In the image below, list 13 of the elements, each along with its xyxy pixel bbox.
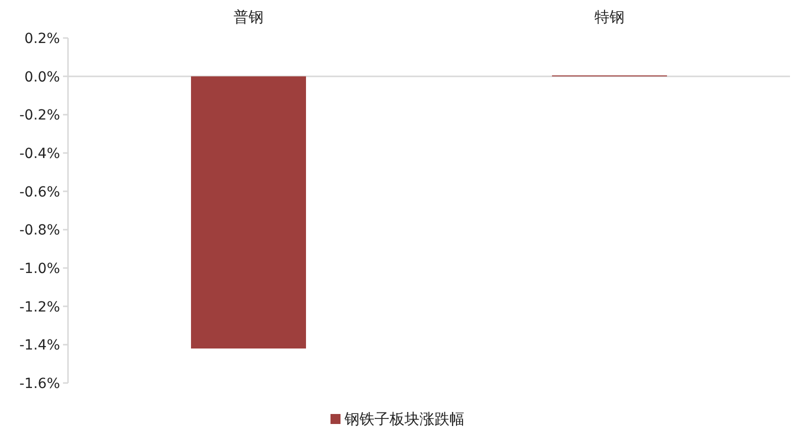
x-tick-label: 普钢	[234, 8, 264, 26]
y-tick-label: -1.0%	[19, 261, 60, 277]
y-tick-label: -1.2%	[19, 299, 60, 316]
x-tick-label: 特钢	[594, 8, 624, 26]
y-tick-label: -0.6%	[19, 184, 60, 200]
y-tick-label: -1.6%	[19, 376, 60, 392]
y-tick-label: -0.4%	[19, 146, 60, 162]
y-tick-label: -0.2%	[19, 108, 60, 124]
legend-label: 钢铁子板块涨跌幅	[344, 410, 464, 428]
y-tick-label: -0.8%	[19, 222, 60, 239]
y-tick-label: 0.0%	[24, 69, 60, 86]
y-tick-label: -1.4%	[19, 338, 60, 354]
y-tick-label: 0.2%	[24, 31, 60, 47]
